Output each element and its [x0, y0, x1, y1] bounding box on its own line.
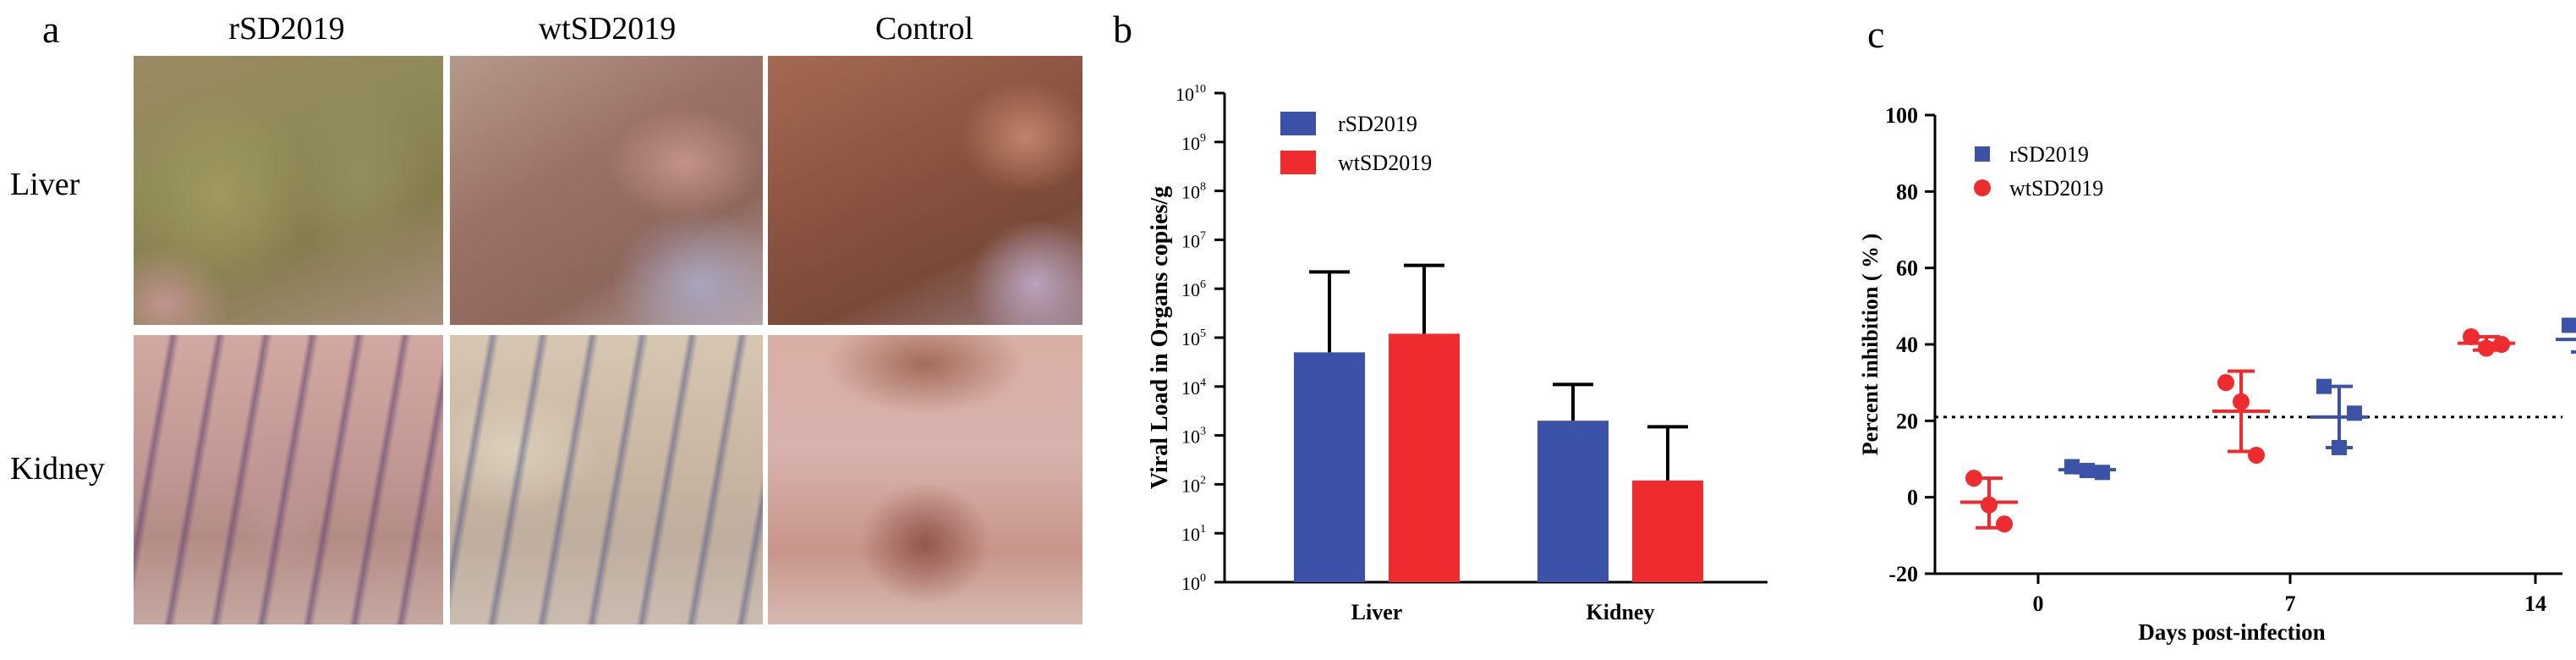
legend-swatch-rSD2019	[1280, 112, 1316, 135]
data-point-wtSD2019	[2493, 336, 2510, 353]
data-point-rSD2019	[2562, 317, 2576, 333]
data-point-wtSD2019	[1996, 515, 2013, 533]
y-tick-label: 1010	[1176, 83, 1206, 105]
y-tick-label: 109	[1181, 132, 1206, 154]
x-category-label: Kidney	[1587, 600, 1655, 624]
y-tick-label: 0	[1907, 486, 1918, 510]
legend-marker-rSD2019	[1975, 146, 1990, 162]
row-label-kidney: Kidney	[10, 451, 105, 487]
y-tick-label: 104	[1181, 377, 1206, 399]
y-tick-label: 102	[1181, 474, 1206, 496]
y-axis-label: Percent inhibition ( % )	[1858, 234, 1883, 455]
liver-rsd2019-photo	[134, 56, 443, 325]
y-tick-label: 103	[1181, 426, 1206, 448]
data-point-wtSD2019	[1981, 496, 1998, 514]
panel-b-letter: b	[1113, 8, 1132, 51]
y-tick-label: 100	[1885, 103, 1918, 128]
y-tick-label: 20	[1896, 409, 1918, 433]
legend-label-wtSD2019: wtSD2019	[2009, 176, 2103, 201]
kidney-control-photo	[768, 335, 1082, 624]
liver-wtsd2019-photo	[450, 56, 763, 325]
column-label-wtsd2019: wtSD2019	[538, 11, 677, 47]
y-tick-label: 106	[1181, 278, 1206, 300]
legend-label-rSD2019: rSD2019	[1338, 112, 1417, 136]
data-point-wtSD2019	[1965, 470, 1982, 487]
x-tick-label: 0	[2033, 591, 2044, 616]
data-point-rSD2019	[2064, 459, 2080, 475]
data-point-rSD2019	[2347, 405, 2362, 421]
liver-control-photo	[768, 56, 1082, 325]
x-tick-label: 14	[2524, 591, 2546, 616]
bar-wtSD2019-Kidney	[1632, 480, 1703, 582]
kidney-rsd2019-photo	[134, 335, 443, 624]
bar-rSD2019-Liver	[1294, 352, 1365, 582]
data-point-wtSD2019	[2233, 393, 2250, 410]
column-label-rsd2019: rSD2019	[228, 11, 345, 47]
data-point-rSD2019	[2316, 378, 2332, 394]
y-tick-label: 80	[1896, 179, 1918, 204]
y-tick-label: 100	[1181, 572, 1206, 594]
x-category-label: Liver	[1351, 600, 1403, 624]
data-point-rSD2019	[2080, 463, 2095, 479]
data-point-wtSD2019	[2217, 374, 2234, 392]
panel-c-letter: c	[1867, 13, 1885, 56]
legend-swatch-wtSD2019	[1280, 151, 1316, 174]
data-point-rSD2019	[2332, 439, 2347, 455]
data-point-wtSD2019	[2248, 446, 2265, 464]
y-tick-label: 108	[1181, 181, 1206, 203]
panel-a-letter: a	[42, 8, 60, 51]
x-tick-label: 7	[2285, 591, 2296, 616]
legend-label-wtSD2019: wtSD2019	[1338, 151, 1432, 175]
y-tick-label: 60	[1896, 256, 1918, 281]
y-tick-label: 101	[1181, 523, 1206, 545]
x-axis-label: Days post-infection	[2138, 619, 2325, 645]
y-tick-label: 105	[1181, 327, 1206, 349]
y-tick-label: 40	[1896, 333, 1918, 357]
column-label-control: Control	[874, 11, 974, 47]
data-point-wtSD2019	[2463, 327, 2480, 345]
y-tick-label: -20	[1888, 562, 1918, 586]
kidney-wtsd2019-photo	[450, 335, 763, 624]
y-axis-label: Viral Load in Organs copies/g	[1147, 186, 1173, 489]
row-label-liver: Liver	[10, 167, 80, 202]
data-point-rSD2019	[2095, 465, 2110, 481]
data-point-wtSD2019	[2478, 339, 2495, 357]
bar-wtSD2019-Liver	[1389, 333, 1460, 582]
legend-marker-wtSD2019	[1974, 179, 1991, 196]
legend-label-rSD2019: rSD2019	[2009, 142, 2089, 167]
y-tick-label: 107	[1181, 229, 1206, 251]
bar-rSD2019-Kidney	[1537, 421, 1609, 582]
